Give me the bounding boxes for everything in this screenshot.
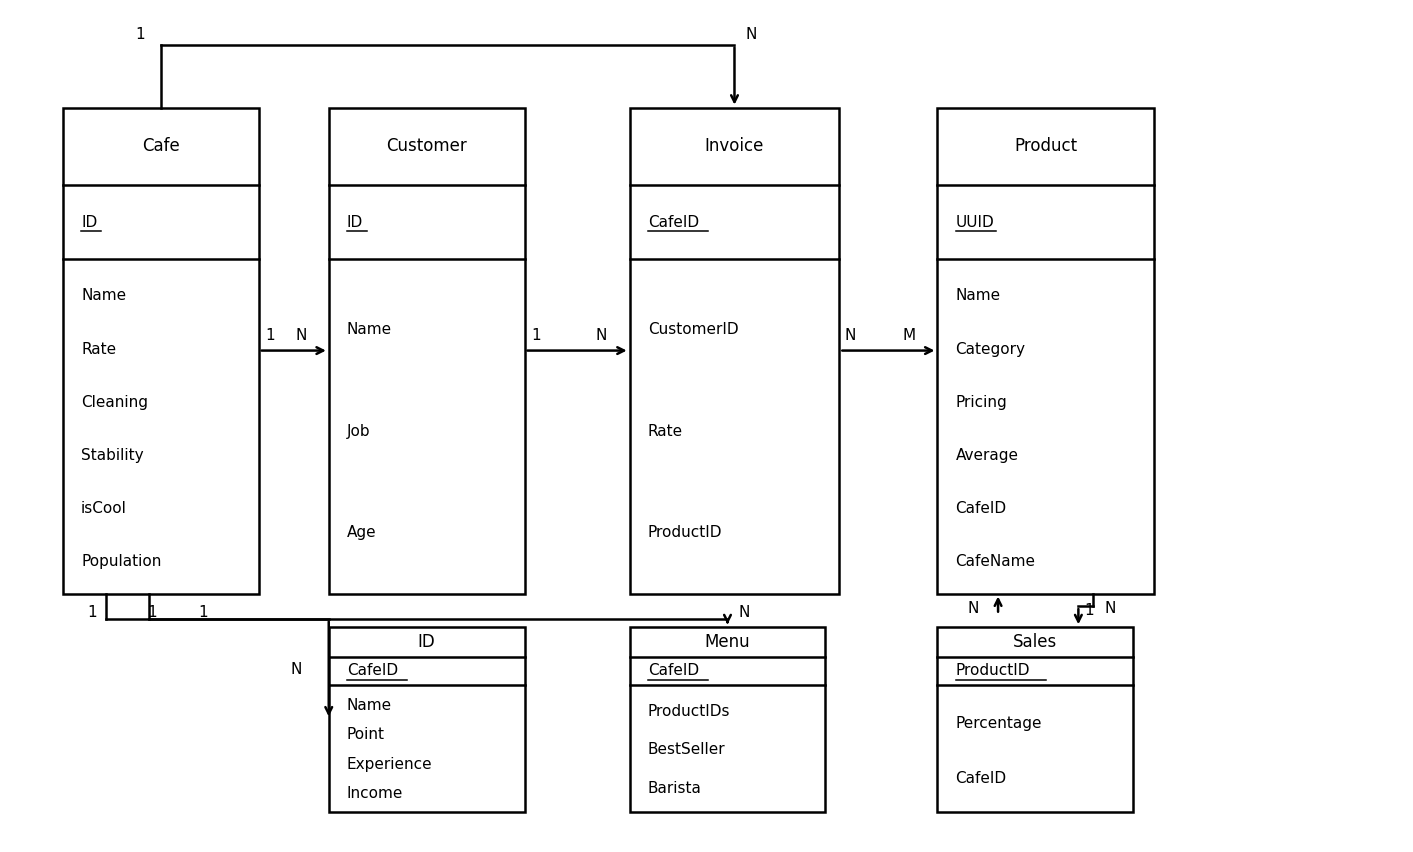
Text: CafeID: CafeID bbox=[348, 663, 398, 678]
Text: 1: 1 bbox=[147, 605, 157, 619]
Text: Pricing: Pricing bbox=[955, 394, 1007, 410]
Text: ProductIDs: ProductIDs bbox=[647, 704, 731, 719]
Text: Sales: Sales bbox=[1013, 633, 1057, 651]
Text: Rate: Rate bbox=[81, 342, 116, 357]
Bar bbox=[64, 107, 259, 594]
Text: BestSeller: BestSeller bbox=[647, 742, 725, 757]
Text: 1: 1 bbox=[199, 605, 208, 619]
Text: Stability: Stability bbox=[81, 448, 144, 463]
Text: ProductID: ProductID bbox=[955, 663, 1030, 678]
Text: Name: Name bbox=[955, 289, 1000, 303]
Text: CafeID: CafeID bbox=[955, 501, 1006, 516]
Text: N: N bbox=[739, 605, 750, 619]
Text: Point: Point bbox=[348, 728, 384, 742]
Text: Name: Name bbox=[81, 289, 126, 303]
Bar bbox=[630, 627, 825, 812]
Text: CafeID: CafeID bbox=[647, 215, 699, 229]
Text: Rate: Rate bbox=[647, 423, 682, 439]
Text: 1: 1 bbox=[266, 328, 274, 343]
Bar bbox=[937, 627, 1133, 812]
Text: N: N bbox=[1105, 602, 1116, 616]
Text: Job: Job bbox=[348, 423, 370, 439]
Text: Average: Average bbox=[955, 448, 1019, 463]
Text: Invoice: Invoice bbox=[705, 137, 764, 155]
Text: Income: Income bbox=[348, 786, 403, 802]
Text: 1: 1 bbox=[1085, 603, 1095, 618]
Text: 1: 1 bbox=[531, 328, 541, 343]
Text: CafeName: CafeName bbox=[955, 555, 1036, 569]
Text: Category: Category bbox=[955, 342, 1026, 357]
Text: Menu: Menu bbox=[705, 633, 750, 651]
Bar bbox=[329, 627, 524, 812]
Text: N: N bbox=[968, 602, 979, 616]
Text: Barista: Barista bbox=[647, 781, 702, 796]
Bar bbox=[630, 107, 839, 594]
Bar bbox=[937, 107, 1154, 594]
Text: N: N bbox=[746, 27, 757, 42]
Text: UUID: UUID bbox=[955, 215, 995, 229]
Text: ID: ID bbox=[81, 215, 97, 229]
Text: 1: 1 bbox=[136, 27, 144, 42]
Text: Name: Name bbox=[348, 698, 391, 713]
Text: CafeID: CafeID bbox=[955, 771, 1006, 786]
Text: CafeID: CafeID bbox=[647, 663, 699, 678]
Text: 1: 1 bbox=[88, 605, 97, 619]
Text: Population: Population bbox=[81, 555, 161, 569]
Text: ID: ID bbox=[348, 215, 363, 229]
Text: Product: Product bbox=[1015, 137, 1077, 155]
Text: N: N bbox=[291, 661, 302, 676]
Text: Cleaning: Cleaning bbox=[81, 394, 148, 410]
Text: CustomerID: CustomerID bbox=[647, 322, 739, 337]
Text: N: N bbox=[295, 328, 307, 343]
Text: ID: ID bbox=[418, 633, 435, 651]
Text: Cafe: Cafe bbox=[141, 137, 179, 155]
Text: M: M bbox=[903, 328, 916, 343]
Text: Experience: Experience bbox=[348, 757, 432, 772]
Text: Percentage: Percentage bbox=[955, 716, 1041, 731]
Text: Customer: Customer bbox=[386, 137, 468, 155]
Text: ProductID: ProductID bbox=[647, 525, 722, 540]
Text: N: N bbox=[596, 328, 608, 343]
Text: isCool: isCool bbox=[81, 501, 127, 516]
Bar bbox=[329, 107, 524, 594]
Text: Age: Age bbox=[348, 525, 376, 540]
Text: Name: Name bbox=[348, 322, 391, 337]
Text: N: N bbox=[845, 328, 856, 343]
